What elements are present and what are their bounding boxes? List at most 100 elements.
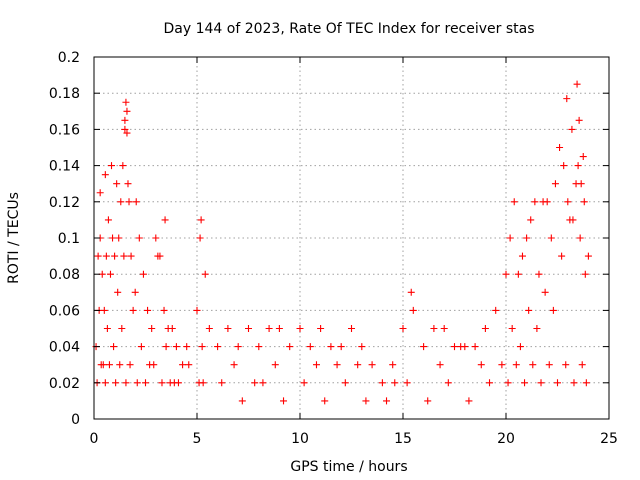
data-point: [451, 343, 458, 351]
data-point: [214, 343, 222, 351]
data-point: [161, 216, 169, 224]
data-point: [569, 216, 577, 224]
data-point: [126, 361, 134, 369]
data-point: [378, 379, 386, 387]
data-point: [123, 107, 131, 115]
data-point: [554, 379, 561, 387]
data-point: [103, 325, 111, 332]
data-point: [110, 343, 118, 351]
data-point: [549, 306, 557, 314]
data-point: [106, 270, 114, 278]
data-point: [403, 379, 411, 387]
data-point: [105, 361, 113, 369]
data-point: [124, 180, 132, 188]
data-point: [354, 361, 362, 369]
data-point: [148, 325, 156, 332]
data-point: [512, 361, 520, 369]
data-point: [139, 270, 147, 278]
data-point: [409, 306, 417, 314]
data-point: [116, 361, 124, 369]
y-tick-label: 0.1: [58, 231, 80, 247]
data-point: [424, 397, 432, 405]
x-tick-label: 0: [90, 431, 99, 447]
data-point: [196, 234, 204, 242]
data-point: [531, 198, 539, 206]
data-point: [113, 180, 121, 188]
data-point: [407, 288, 415, 296]
data-point: [197, 216, 205, 224]
data-point: [99, 361, 107, 369]
data-point: [162, 343, 170, 351]
data-point: [271, 361, 279, 369]
data-point: [111, 252, 119, 260]
data-point: [245, 325, 252, 332]
data-point: [317, 325, 325, 332]
data-point: [193, 306, 201, 314]
data-point: [259, 379, 267, 387]
data-point: [133, 379, 141, 387]
data-points: [92, 80, 592, 405]
y-tick-label: 0.14: [49, 159, 80, 175]
data-point: [570, 379, 578, 387]
data-point: [568, 125, 576, 133]
data-point: [127, 252, 135, 260]
data-point: [321, 397, 329, 405]
data-point: [96, 189, 104, 197]
data-point: [508, 325, 516, 332]
y-tick-label: 0.12: [49, 195, 80, 211]
data-point: [521, 379, 529, 387]
data-point: [506, 234, 514, 242]
data-point: [523, 234, 531, 242]
data-point: [132, 198, 140, 206]
data-point: [122, 379, 130, 387]
data-point: [514, 270, 522, 278]
data-point: [545, 361, 553, 369]
data-point: [504, 379, 512, 387]
data-point: [579, 153, 587, 161]
data-point: [529, 361, 537, 369]
data-point: [551, 180, 559, 188]
data-point: [185, 361, 193, 369]
y-tick-label: 0.16: [49, 122, 80, 138]
data-point: [436, 361, 444, 369]
data-point: [440, 325, 448, 332]
data-point: [108, 162, 116, 170]
data-point: [123, 129, 131, 137]
data-point: [117, 198, 125, 206]
data-point: [578, 361, 586, 369]
data-point: [389, 361, 397, 369]
data-point: [556, 144, 564, 151]
x-tick-label: 25: [600, 431, 618, 447]
data-point: [109, 234, 117, 242]
data-point: [574, 162, 582, 170]
data-point: [234, 343, 242, 351]
axis-ticks: 0 5 10 15 20 25 0 0.02 0.04 0.06 0.08 0.1 0.12 0.14 0.…: [49, 50, 618, 447]
x-tick-label: 15: [394, 431, 412, 447]
data-point: [255, 343, 263, 351]
data-point: [477, 361, 485, 369]
data-point: [275, 325, 283, 332]
data-point: [383, 397, 391, 405]
chart-title: Day 144 of 2023, Rate Of TEC Index for r…: [163, 21, 534, 37]
data-point: [510, 198, 518, 206]
data-point: [312, 361, 320, 369]
data-point: [142, 379, 149, 387]
data-point: [122, 98, 130, 106]
data-point: [563, 95, 571, 103]
data-point: [560, 162, 568, 170]
data-point: [399, 325, 407, 332]
x-tick-label: 20: [497, 431, 515, 447]
data-point: [481, 325, 489, 332]
data-point: [158, 379, 166, 387]
data-point: [230, 361, 238, 369]
data-point: [537, 379, 545, 387]
data-point: [121, 116, 129, 124]
data-point: [543, 198, 551, 206]
data-point: [492, 306, 500, 314]
data-point: [179, 361, 187, 369]
y-axis-label: ROTI / TECUs: [6, 192, 22, 284]
data-point: [251, 379, 259, 387]
data-point: [580, 198, 588, 206]
data-point: [118, 325, 126, 332]
